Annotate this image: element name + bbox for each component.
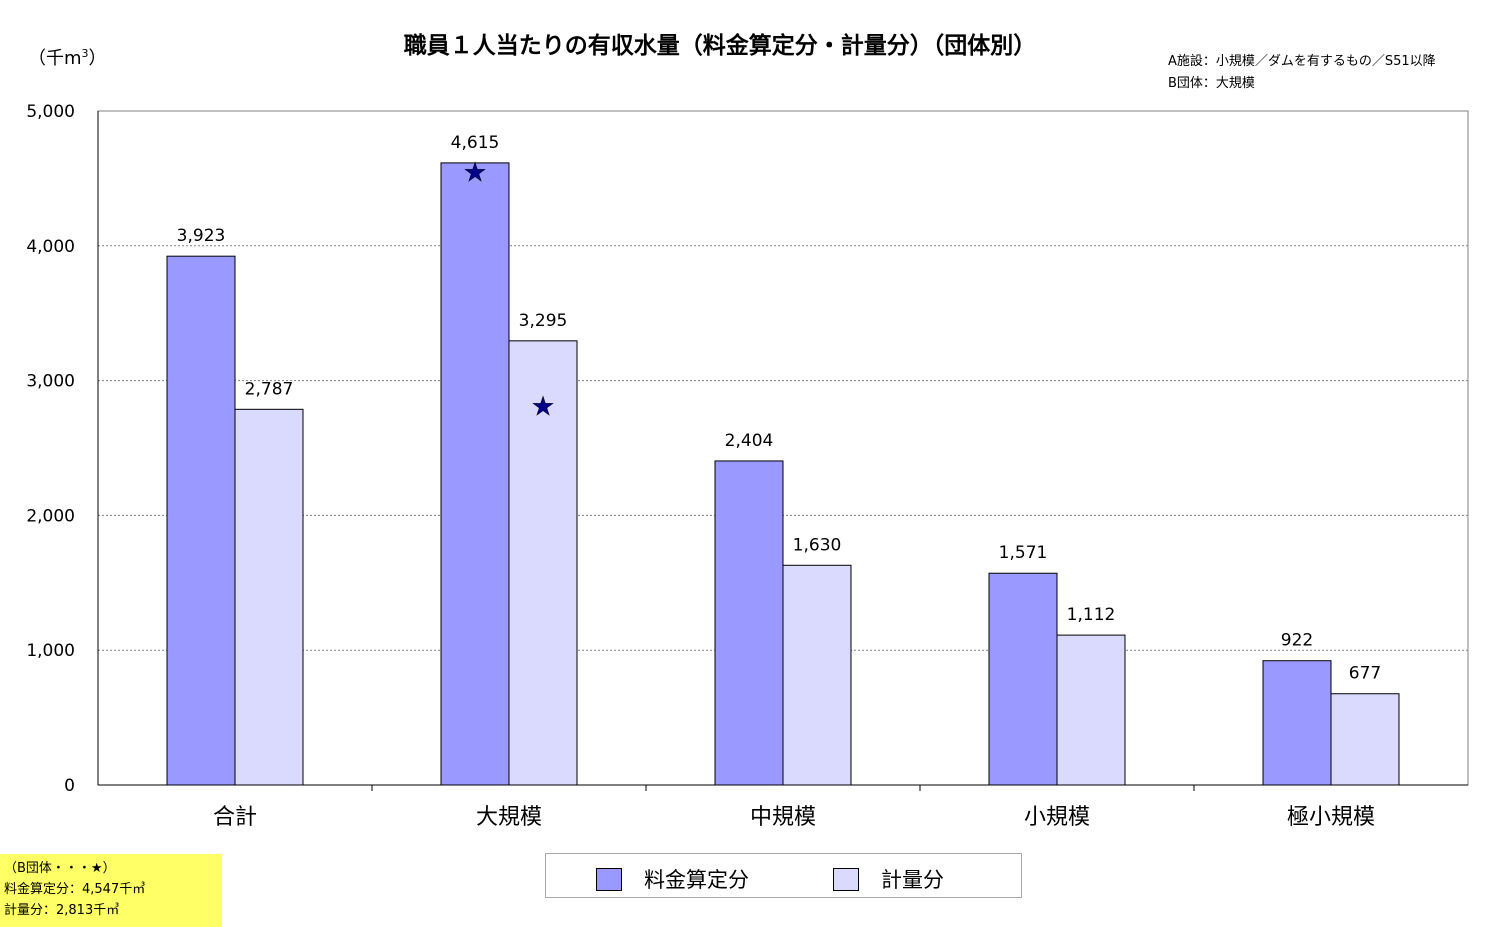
b-group-note-line-3: 計量分：2,813千㎥ [4,903,120,918]
bar-2 [1330,693,1400,786]
data-label: 2,787 [245,379,294,399]
data-label: 1,630 [793,535,842,555]
y-tick-label: 1,000 [26,641,75,661]
facility-note: A施設：小規模／ダムを有するもの／S51以降 B団体：大規模 [1168,51,1436,95]
y-tick-label: 0 [64,776,75,796]
b-group-note-line-1: （B団体・・・★） [4,861,116,876]
legend-swatch-series-2 [833,867,859,891]
data-label: 1,571 [999,543,1048,563]
bar-2 [234,408,304,786]
bar-1 [988,572,1058,786]
y-tick-label: 4,000 [26,237,75,257]
bar-2 [508,340,578,786]
b-group-note: （B団体・・・★） 料金算定分：4,547千㎥ 計量分：2,813千㎥ [0,854,222,927]
legend-label-series-1: 料金算定分 [644,868,749,892]
legend-item-series-2: 計量分 [833,864,944,894]
bar-1 [714,460,784,786]
data-label: 3,295 [519,311,568,331]
legend: 料金算定分 計量分 [545,853,1022,898]
data-label: 1,112 [1067,605,1116,625]
legend-label-series-2: 計量分 [881,868,944,892]
unit-label: 千m [46,48,82,69]
chart-title: 職員１人当たりの有収水量（料金算定分・計量分）（団体別） [403,33,1037,59]
bar-2 [1056,634,1126,786]
x-category-label: 大規模 [476,805,542,830]
bar-1 [166,255,236,786]
bar-1 [440,162,510,786]
y-axis-unit: （千m3） [28,47,107,69]
y-tick-label: 2,000 [26,506,75,526]
x-category-label: 小規模 [1024,805,1090,830]
x-category-label: 極小規模 [1287,805,1375,830]
y-tick-label: 3,000 [26,372,75,392]
data-label: 3,923 [177,226,226,246]
data-label: 677 [1349,664,1381,684]
bar-2 [782,564,852,786]
legend-item-series-1: 料金算定分 [596,864,749,894]
y-tick-label: 5,000 [26,102,75,122]
x-category-label: 中規模 [750,805,816,830]
legend-swatch-series-1 [596,867,622,891]
star-marker: ★ [463,158,486,188]
data-label: 4,615 [451,133,500,153]
x-category-label: 合計 [213,805,257,830]
facility-note-line-1: A施設：小規模／ダムを有するもの／S51以降 [1168,54,1436,69]
data-label: 2,404 [725,431,774,451]
data-label: 922 [1281,631,1313,651]
b-group-note-line-2: 料金算定分：4,547千㎥ [4,882,146,897]
facility-note-line-2: B団体：大規模 [1168,76,1255,91]
bar-1 [1262,660,1332,786]
star-marker: ★ [531,392,554,422]
unit-superscript: 3 [81,47,89,60]
